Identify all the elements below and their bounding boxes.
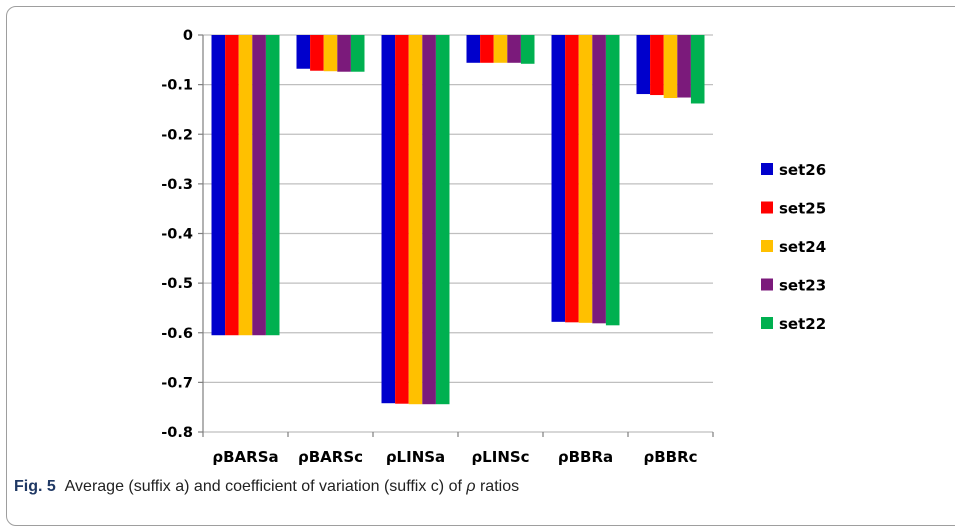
bar-set26	[211, 35, 226, 336]
bar-set25	[395, 35, 409, 404]
bar-set23	[592, 35, 606, 324]
y-tick-label: -0.8	[161, 425, 193, 441]
x-category-label: ρBARSa	[212, 448, 278, 466]
bar-set24	[663, 35, 678, 99]
legend: set26 set25 set24 set23 set22	[761, 161, 826, 333]
y-tick-label: -0.2	[161, 127, 193, 143]
caption-text-end: ratios	[475, 478, 520, 495]
bar-set22	[265, 35, 280, 336]
y-tick-label: -0.7	[161, 375, 193, 391]
x-category-label: ρLINSa	[386, 448, 445, 466]
bar-set25	[565, 35, 579, 323]
bar-set23	[422, 35, 436, 405]
bar-set24	[323, 35, 338, 72]
bar-set25	[480, 35, 494, 63]
bar-set23	[337, 35, 351, 72]
y-tick-label: -0.1	[161, 78, 193, 94]
bar-set26	[636, 35, 651, 95]
y-tick-label: 0	[183, 28, 193, 44]
bar-chart: 0 -0.1 -0.2 -0.3 -0.4 -0.5 -0.6 -0.7 -0.8 ρBARSa ρ…	[161, 28, 826, 466]
bar-set24	[493, 35, 508, 63]
legend-label-set22: set22	[779, 315, 826, 333]
figure-label: Fig. 5	[14, 478, 56, 495]
bar-set26	[551, 35, 566, 322]
x-category-label: ρBBRa	[558, 448, 613, 466]
bar-set26	[466, 35, 481, 63]
bar-set26	[381, 35, 396, 404]
x-category-label: ρLINSc	[471, 448, 529, 466]
bar-set25	[310, 35, 324, 71]
y-tick-label: -0.4	[161, 227, 193, 243]
legend-label-set25: set25	[779, 200, 826, 218]
bar-set23	[252, 35, 266, 336]
legend-swatch-set23	[761, 278, 773, 291]
legend-swatch-set22	[761, 317, 773, 329]
bar-set26	[296, 35, 311, 69]
bar-set22	[690, 35, 705, 104]
y-tick-label: -0.6	[161, 326, 193, 342]
y-tick-label: -0.5	[161, 276, 193, 292]
legend-label-set26: set26	[779, 161, 826, 179]
legend-swatch-set26	[761, 163, 773, 175]
legend-label-set23: set23	[779, 277, 826, 295]
bar-set23	[507, 35, 521, 63]
x-category-label: ρBARSc	[298, 448, 363, 466]
legend-swatch-set25	[761, 201, 773, 214]
bar-set24	[578, 35, 593, 323]
bar-set25	[650, 35, 664, 96]
figure-caption: Fig. 5 Average (suffix a) and coefficien…	[14, 478, 519, 496]
legend-label-set24: set24	[779, 238, 826, 256]
bar-set22	[350, 35, 365, 72]
bar-set24	[238, 35, 253, 336]
caption-text: Average (suffix a) and coefficient of va…	[64, 478, 467, 495]
bar-set22	[435, 35, 450, 405]
legend-swatch-set24	[761, 240, 773, 252]
y-tick-label: -0.3	[161, 177, 193, 193]
bars	[211, 35, 705, 405]
bar-set24	[408, 35, 423, 405]
bar-set22	[520, 35, 535, 64]
bar-set23	[677, 35, 691, 98]
axes: 0 -0.1 -0.2 -0.3 -0.4 -0.5 -0.6 -0.7 -0.8 ρBARSa ρ…	[161, 28, 714, 466]
caption-symbol: ρ	[466, 478, 476, 495]
bar-set22	[605, 35, 620, 326]
chart-area: 0 -0.1 -0.2 -0.3 -0.4 -0.5 -0.6 -0.7 -0.8 ρBARSa ρ…	[161, 28, 826, 466]
bar-set25	[225, 35, 239, 336]
x-category-label: ρBBRc	[643, 448, 697, 466]
